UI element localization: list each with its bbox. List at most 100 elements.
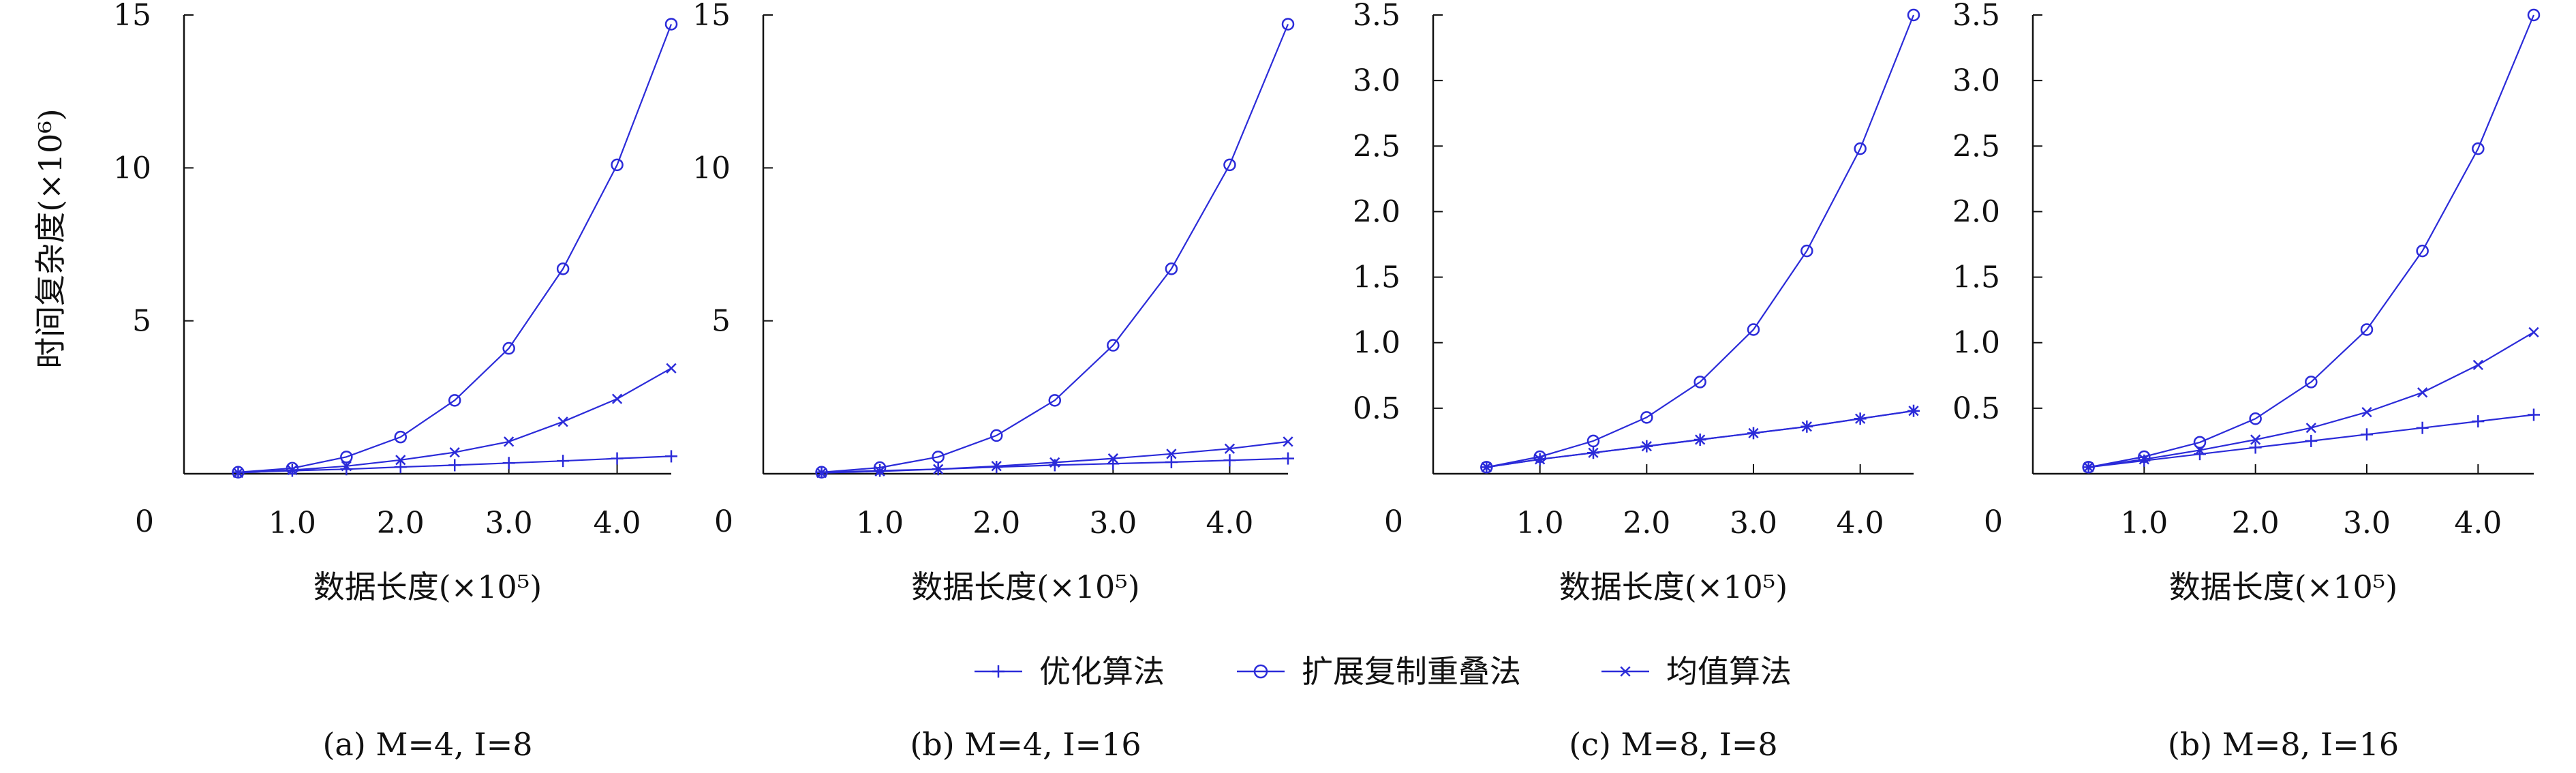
x-tick-label: 2.0 <box>1623 506 1670 541</box>
data-point <box>1747 323 1760 336</box>
panel-caption: (b) M=8, I=16 <box>2168 726 2399 763</box>
data-point <box>1533 450 1546 464</box>
legend-item: 扩展复制重叠法 <box>1237 653 1521 690</box>
legend-item: 优化算法 <box>975 653 1165 690</box>
data-point <box>1282 452 1294 465</box>
data-point <box>1048 459 1061 472</box>
panel-caption: (b) M=4, I=16 <box>910 726 1141 763</box>
data-point <box>1695 434 1706 445</box>
x-tick-label: 3.0 <box>1089 506 1137 541</box>
data-point <box>611 452 624 465</box>
data-point <box>1586 434 1600 448</box>
y-axis-title: 时间复杂度(×10⁶) <box>32 108 69 368</box>
data-point <box>2416 421 2429 434</box>
data-point <box>341 461 352 472</box>
data-point <box>1048 394 1062 407</box>
data-point <box>557 416 568 427</box>
data-point <box>504 436 515 447</box>
x-axis-title: 数据长度(×10⁵) <box>911 569 1139 605</box>
data-point <box>1480 461 1493 474</box>
data-point <box>2249 412 2262 425</box>
y-tick-label: 2.5 <box>1952 129 2000 164</box>
y-tick-label: 2.0 <box>1353 194 1400 229</box>
series-line <box>238 24 673 473</box>
chart-panels: 5 10 15 1.0 2.0 3.0 4.0 0 数据长度(×10⁵) (a) M=4, I=8… <box>113 0 2541 763</box>
data-point <box>2416 244 2429 258</box>
data-point <box>232 468 244 479</box>
data-point <box>1908 406 1919 416</box>
x-tick-label: 1.0 <box>2120 506 2168 541</box>
x-tick-label: 4.0 <box>594 506 641 541</box>
data-point <box>1640 411 1653 424</box>
x-tick-label: 2.0 <box>972 506 1020 541</box>
data-point <box>1165 262 1178 275</box>
x-tick-label: 4.0 <box>2454 506 2502 541</box>
data-point <box>1283 436 1293 447</box>
data-point <box>2361 406 2372 418</box>
data-point <box>2305 423 2316 434</box>
data-point <box>394 461 407 474</box>
data-point <box>2250 434 2261 445</box>
data-point <box>2361 428 2373 441</box>
x-tick-label: 1.0 <box>1516 506 1564 541</box>
x-tick-label: 3.0 <box>485 506 533 541</box>
plus-icon <box>992 665 1005 678</box>
y-tick-label: 10 <box>692 151 731 185</box>
circle-icon <box>1253 664 1268 679</box>
data-point <box>2305 434 2318 447</box>
y-tick-label: 3.0 <box>1353 63 1400 98</box>
legend-label: 均值算法 <box>1666 653 1792 690</box>
data-point <box>1693 376 1706 389</box>
x-tick-label: 2.0 <box>377 506 425 541</box>
y-tick-label: 5 <box>711 304 731 339</box>
x-tick-label: 4.0 <box>1206 506 1253 541</box>
data-point <box>666 363 677 374</box>
x-zero-label: 0 <box>714 504 733 539</box>
series-line <box>238 367 672 474</box>
chart-panel: 5 10 15 1.0 2.0 3.0 4.0 0 数据长度(×10⁵) (b) M=4, I=1… <box>692 0 1295 763</box>
chart-panel: 0.5 1.0 1.5 2.0 2.5 3.0 3.5 1.0 2.0 3.0 4.0 0 数据长度(×… <box>1353 0 1920 763</box>
data-point <box>2305 376 2318 389</box>
data-point <box>448 459 461 472</box>
data-point <box>873 461 887 474</box>
data-point <box>286 461 299 475</box>
series-line <box>2088 14 2535 468</box>
data-point <box>340 451 353 464</box>
data-point <box>502 342 515 355</box>
y-tick-label: 0.5 <box>1952 391 2000 426</box>
data-point <box>2527 8 2541 22</box>
y-tick-label: 5 <box>132 304 151 339</box>
data-point <box>1748 427 1759 439</box>
data-point <box>2138 454 2149 465</box>
x-axis-title: 数据长度(×10⁵) <box>1559 569 1788 605</box>
data-point <box>2138 450 2151 464</box>
data-point <box>1854 142 1867 155</box>
data-point <box>2360 323 2374 336</box>
data-point <box>1800 244 1813 258</box>
cross-icon <box>1620 666 1631 677</box>
data-point <box>2083 461 2094 473</box>
data-point <box>665 450 677 463</box>
data-point <box>932 451 945 464</box>
x-tick-label: 2.0 <box>2232 506 2280 541</box>
data-point <box>1907 8 1920 22</box>
y-tick-label: 2.5 <box>1353 129 1400 164</box>
data-point <box>557 455 570 468</box>
data-point <box>287 464 298 476</box>
data-point <box>1223 158 1236 172</box>
panel-caption: (c) M=8, I=8 <box>1569 726 1777 763</box>
data-point <box>1535 454 1546 465</box>
data-point <box>933 464 944 474</box>
data-point <box>1281 18 1295 31</box>
data-point <box>2082 461 2095 474</box>
y-tick-label: 3.5 <box>1353 0 1400 33</box>
data-point <box>2528 327 2539 337</box>
y-tick-label: 1.5 <box>1353 260 1400 295</box>
legend: 优化算法 扩展复制重叠法 均值算法 <box>975 653 1792 690</box>
data-point <box>611 158 624 172</box>
data-point <box>448 394 461 407</box>
data-point <box>664 18 678 31</box>
y-tick-label: 1.0 <box>1353 326 1400 361</box>
data-point <box>394 430 408 444</box>
